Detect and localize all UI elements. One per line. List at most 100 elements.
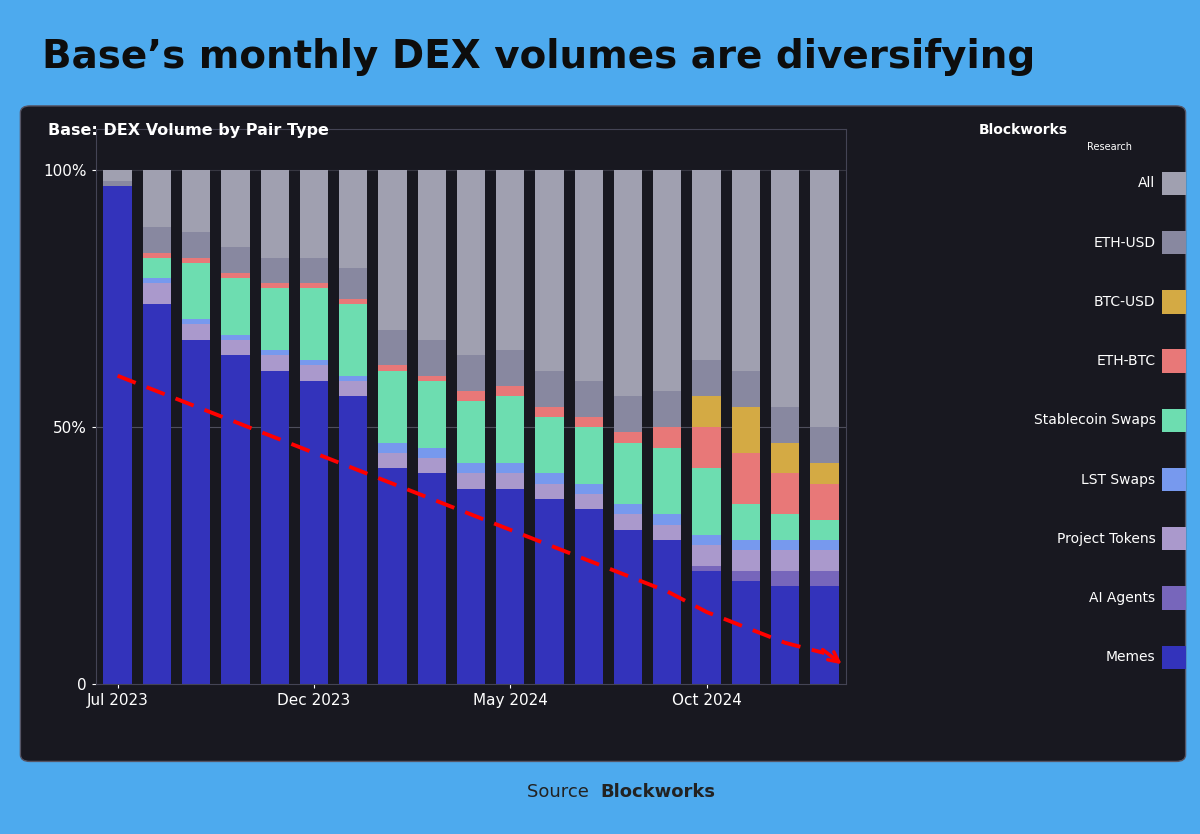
Bar <box>575 494 602 510</box>
Bar <box>418 339 446 376</box>
Bar <box>378 443 407 453</box>
Text: Memes: Memes <box>1106 651 1156 664</box>
Bar <box>653 540 682 684</box>
Bar <box>378 170 407 329</box>
Bar <box>457 489 485 684</box>
Bar <box>614 432 642 443</box>
Bar <box>1162 290 1186 314</box>
Bar <box>260 289 289 350</box>
Bar <box>378 370 407 443</box>
Bar <box>143 170 170 227</box>
Bar <box>143 253 170 258</box>
Text: ETH-USD: ETH-USD <box>1093 236 1156 249</box>
Bar <box>103 181 132 186</box>
Bar <box>575 381 602 417</box>
Bar <box>221 170 250 248</box>
Bar <box>496 474 524 489</box>
Bar <box>575 510 602 684</box>
Bar <box>340 396 367 684</box>
Bar <box>575 484 602 494</box>
Bar <box>260 284 289 289</box>
Bar <box>182 232 210 258</box>
Bar <box>496 463 524 474</box>
Bar <box>770 170 799 407</box>
Bar <box>770 550 799 571</box>
Bar <box>182 324 210 339</box>
Bar <box>1162 468 1186 491</box>
Bar <box>810 550 839 571</box>
Bar <box>496 489 524 684</box>
Bar <box>340 381 367 396</box>
Bar <box>496 386 524 396</box>
Bar <box>496 170 524 350</box>
Bar <box>418 376 446 381</box>
Bar <box>535 407 564 417</box>
Bar <box>732 581 760 684</box>
FancyBboxPatch shape <box>20 106 1186 761</box>
Bar <box>692 545 721 565</box>
Bar <box>300 365 328 381</box>
Bar <box>260 370 289 684</box>
Bar <box>300 289 328 360</box>
Bar <box>221 339 250 355</box>
Text: Research: Research <box>1087 142 1132 152</box>
Bar <box>143 227 170 253</box>
Bar <box>418 170 446 339</box>
Bar <box>810 484 839 520</box>
Bar <box>732 550 760 571</box>
Bar <box>692 535 721 545</box>
Bar <box>770 571 799 586</box>
Text: Source: Source <box>527 783 600 801</box>
Bar <box>260 350 289 355</box>
Bar <box>103 186 132 684</box>
Bar <box>378 329 407 365</box>
Bar <box>614 443 642 504</box>
Bar <box>810 463 839 484</box>
Bar <box>770 474 799 515</box>
Bar <box>182 319 210 324</box>
Bar <box>221 248 250 273</box>
Bar <box>221 355 250 684</box>
Bar <box>496 396 524 463</box>
Bar <box>692 571 721 684</box>
Bar <box>810 427 839 463</box>
Bar <box>535 484 564 499</box>
Bar <box>457 170 485 355</box>
Bar <box>378 365 407 370</box>
Bar <box>340 170 367 268</box>
Bar <box>732 407 760 453</box>
Bar <box>143 284 170 304</box>
Bar <box>614 515 642 530</box>
Bar <box>182 170 210 232</box>
Bar <box>732 540 760 550</box>
Bar <box>614 396 642 432</box>
Bar <box>653 391 682 427</box>
Text: BTC-USD: BTC-USD <box>1094 295 1156 309</box>
Bar <box>692 565 721 571</box>
Bar <box>1162 527 1186 550</box>
Bar <box>732 453 760 504</box>
Bar <box>340 268 367 299</box>
Bar <box>221 279 250 334</box>
Text: Stablecoin Swaps: Stablecoin Swaps <box>1033 414 1156 427</box>
Bar <box>653 170 682 391</box>
Bar <box>143 279 170 284</box>
Bar <box>575 427 602 484</box>
Bar <box>300 258 328 284</box>
Bar <box>143 258 170 279</box>
Bar <box>732 170 760 370</box>
Bar <box>1162 586 1186 610</box>
Bar <box>340 299 367 304</box>
Bar <box>810 170 839 427</box>
Bar <box>770 407 799 443</box>
Bar <box>770 540 799 550</box>
Bar <box>810 571 839 586</box>
Bar <box>732 571 760 581</box>
Bar <box>732 370 760 407</box>
Bar <box>300 381 328 684</box>
Bar <box>653 515 682 525</box>
Text: Blockworks: Blockworks <box>600 783 715 801</box>
Bar <box>770 515 799 540</box>
Bar <box>810 520 839 540</box>
Bar <box>535 170 564 370</box>
